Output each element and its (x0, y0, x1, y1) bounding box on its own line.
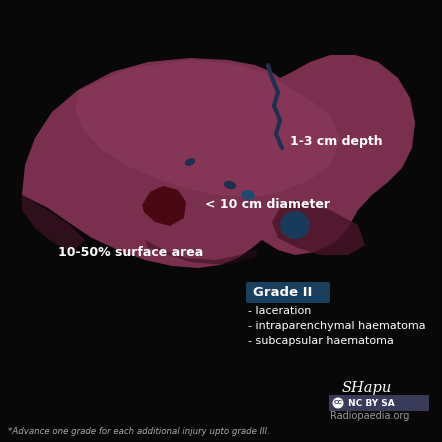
Ellipse shape (161, 212, 169, 218)
Ellipse shape (241, 190, 255, 200)
Polygon shape (142, 186, 186, 226)
Text: - intraparenchymal haematoma: - intraparenchymal haematoma (248, 321, 426, 331)
Polygon shape (22, 195, 85, 252)
Text: < 10 cm diameter: < 10 cm diameter (205, 198, 330, 212)
Text: CC: CC (334, 400, 343, 405)
Ellipse shape (224, 181, 236, 189)
Text: - laceration: - laceration (248, 306, 311, 316)
Polygon shape (22, 55, 415, 268)
Ellipse shape (185, 158, 195, 166)
Text: 1-3 cm depth: 1-3 cm depth (290, 136, 383, 149)
FancyBboxPatch shape (246, 282, 330, 303)
FancyBboxPatch shape (329, 395, 429, 411)
Polygon shape (272, 200, 365, 255)
Polygon shape (145, 240, 260, 265)
Ellipse shape (280, 211, 310, 239)
Text: Radiopaedia.org: Radiopaedia.org (330, 411, 409, 421)
Text: Grade II: Grade II (253, 286, 312, 299)
Text: SHapu: SHapu (342, 381, 392, 395)
Text: - subcapsular haematoma: - subcapsular haematoma (248, 336, 394, 346)
Polygon shape (75, 60, 340, 198)
Circle shape (332, 397, 343, 408)
Text: 10-50% surface area: 10-50% surface area (58, 245, 203, 259)
Text: NC BY SA: NC BY SA (348, 399, 395, 408)
Text: *Advance one grade for each additional injury upto grade III.: *Advance one grade for each additional i… (8, 427, 270, 437)
